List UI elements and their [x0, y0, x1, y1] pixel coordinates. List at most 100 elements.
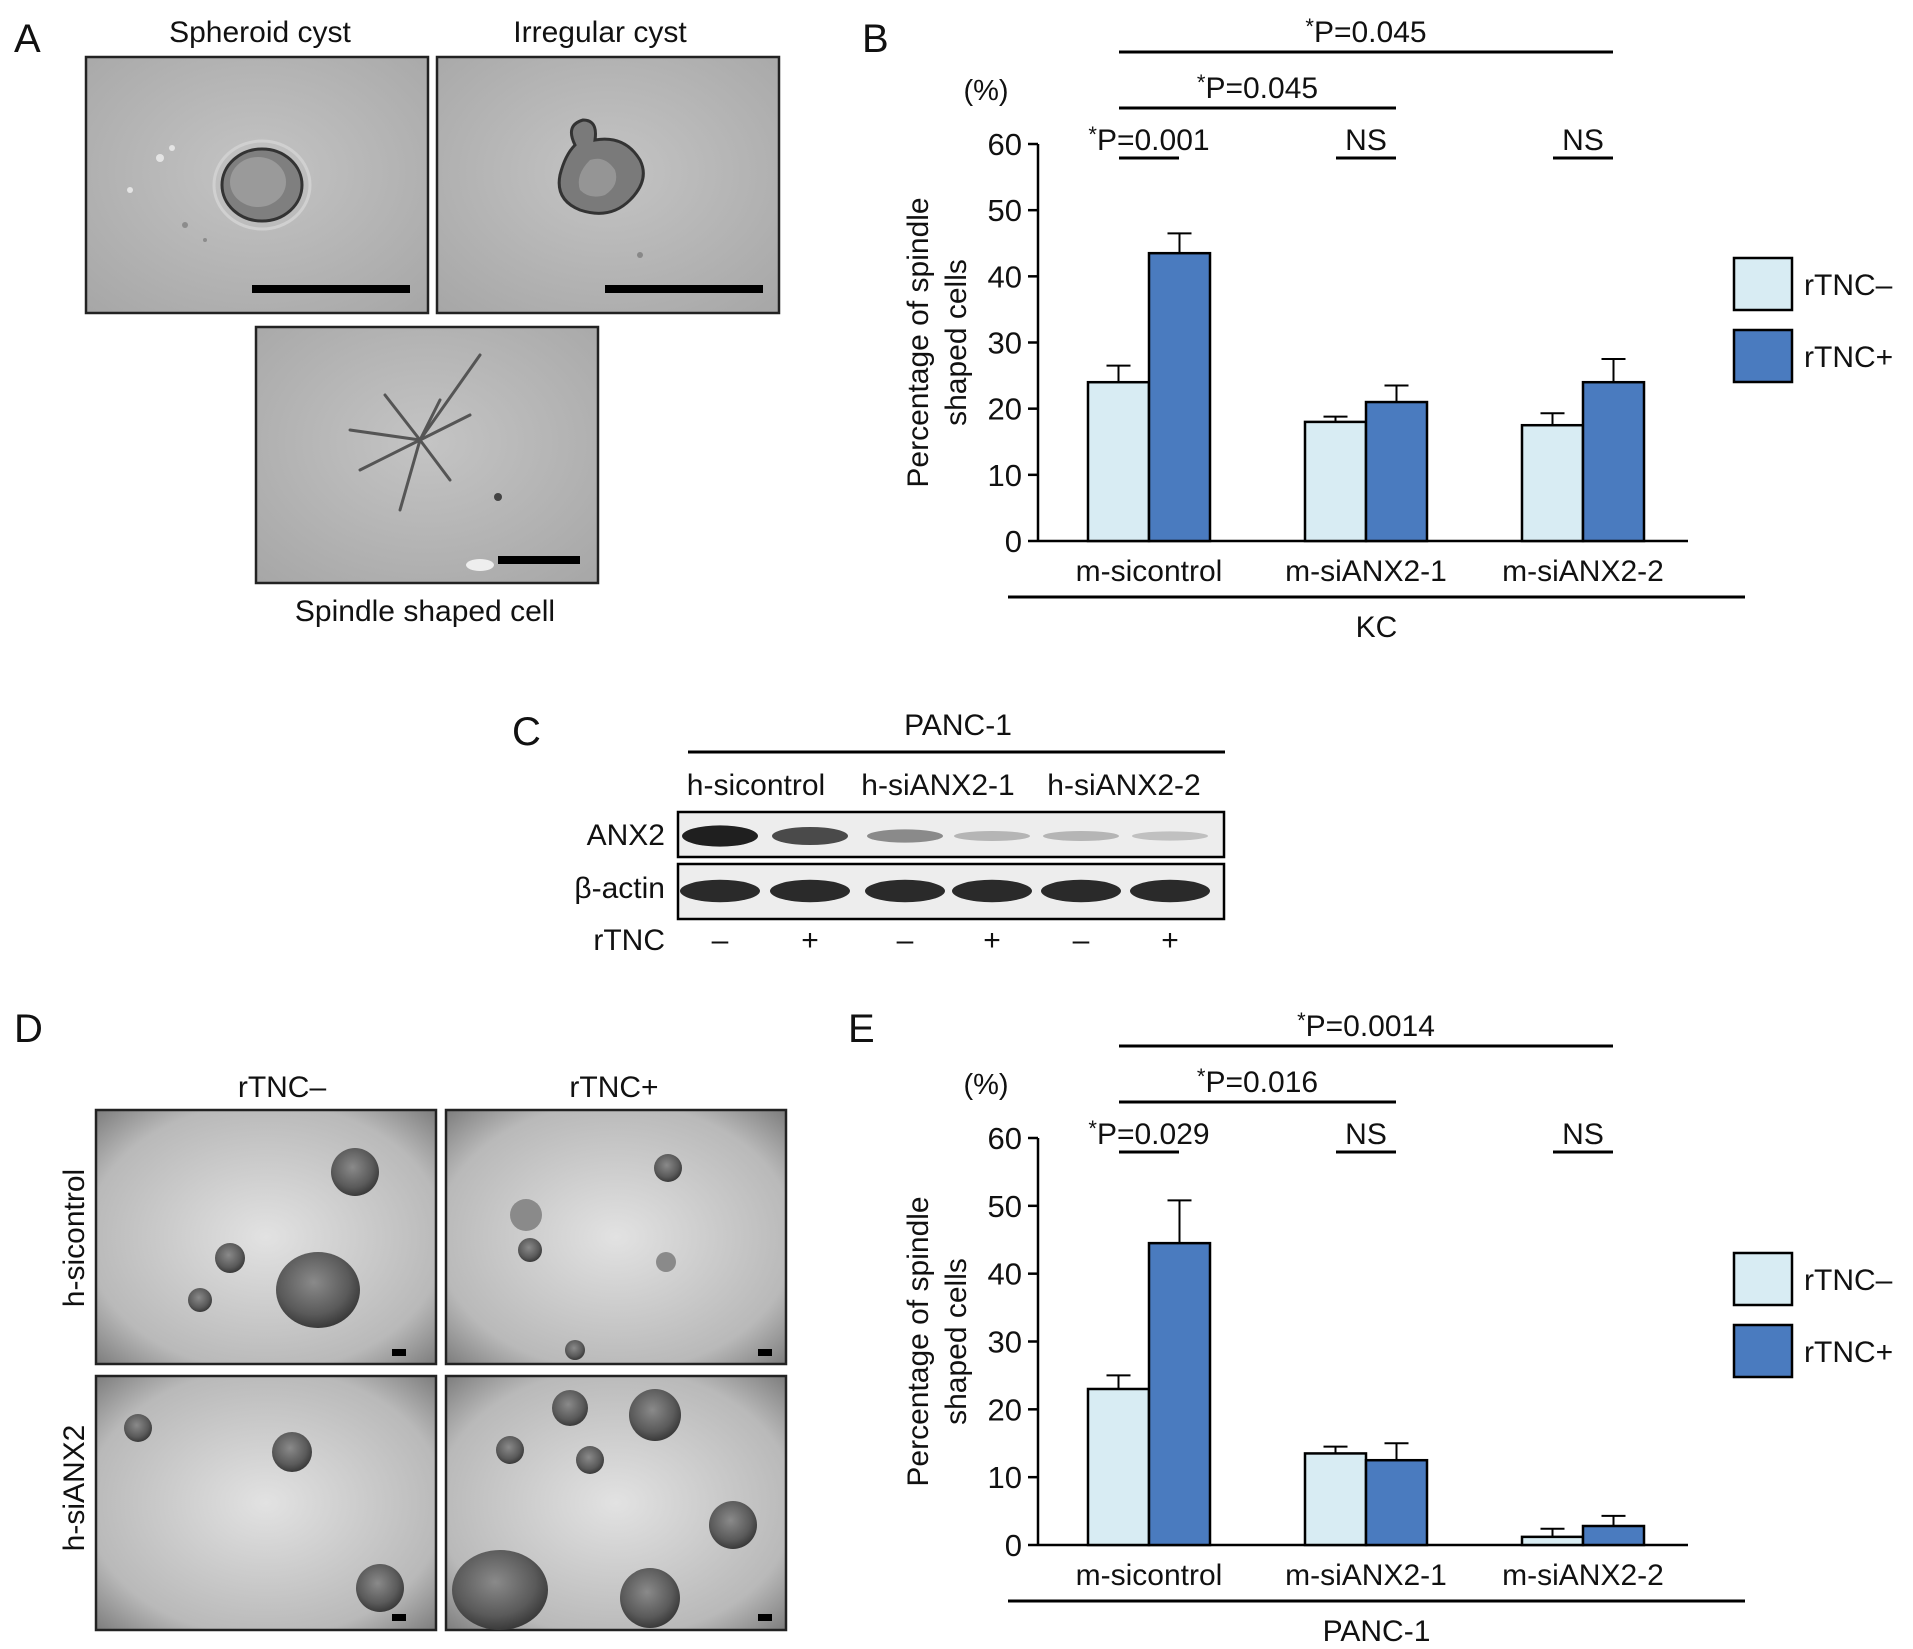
bar	[1086, 380, 1151, 543]
treatment-sign: –	[712, 924, 729, 957]
blot-bands	[680, 825, 1210, 903]
y-axis-label: shaped cells	[940, 1258, 973, 1425]
actin-band	[680, 879, 760, 903]
significance-label: *P=0.0014	[1297, 1008, 1435, 1043]
bar	[1147, 1241, 1212, 1547]
blot-treatment-signs: – + – + – +	[712, 924, 1179, 957]
blot-row-label-anx2: ANX2	[587, 819, 665, 852]
row-label-h-sicontrol: h-sicontrol	[58, 1169, 91, 1307]
y-tick-label: 0	[1005, 524, 1022, 559]
micrograph-h-sicontrol-rtnc-plus	[444, 1108, 788, 1366]
significance-label: *P=0.045	[1305, 14, 1426, 49]
treatment-sign: –	[1073, 924, 1090, 957]
scale-bar	[758, 1349, 772, 1356]
panel-d: D rTNC– rTNC+ h-sicontrol h-siANX2	[14, 1007, 788, 1632]
panel-d-letter: D	[14, 1007, 43, 1051]
legend-swatch	[1732, 1323, 1794, 1379]
y-unit-label: (%)	[963, 75, 1008, 107]
treatment-sign: +	[801, 924, 819, 957]
actin-band	[1130, 879, 1210, 903]
column-label-rtnc-minus: rTNC–	[238, 1071, 327, 1104]
legend-label: rTNC–	[1804, 269, 1893, 302]
y-unit-label: (%)	[963, 1069, 1008, 1101]
scale-bar	[605, 285, 763, 293]
actin-band	[770, 879, 850, 903]
x-tick-label: m-sicontrol	[1076, 555, 1223, 588]
y-axis-label: Percentage of spindle	[902, 1196, 935, 1486]
blot-row-label-actin: β-actin	[574, 872, 665, 905]
significance-label: NS	[1345, 1118, 1387, 1151]
significance-label: *P=0.029	[1088, 1116, 1209, 1151]
y-tick-label: 10	[988, 458, 1022, 493]
bar	[1520, 1535, 1585, 1547]
y-tick-label: 40	[988, 1257, 1022, 1292]
anx2-band	[772, 827, 848, 845]
x-tick-label: m-siANX2-1	[1285, 1559, 1447, 1592]
bar	[1086, 1387, 1151, 1547]
blot-group-label: h-siANX2-1	[861, 769, 1014, 802]
y-tick-label: 10	[988, 1460, 1022, 1495]
scale-bar	[758, 1614, 772, 1621]
y-tick-label: 30	[988, 326, 1022, 361]
spindle-cell-label: Spindle shaped cell	[295, 595, 555, 628]
actin-band	[1041, 879, 1121, 903]
significance-label: *P=0.045	[1197, 70, 1318, 105]
anx2-blot-strip	[676, 810, 1226, 859]
panel-e-letter: E	[848, 1007, 875, 1051]
legend-label: rTNC+	[1804, 1336, 1893, 1369]
y-tick-label: 60	[988, 1121, 1022, 1156]
treatment-sign: –	[897, 924, 914, 957]
scale-bar	[392, 1349, 406, 1356]
legend-label: rTNC+	[1804, 341, 1893, 374]
anx2-band	[1043, 831, 1119, 841]
scale-bar	[498, 556, 580, 564]
x-tick-label: m-sicontrol	[1076, 1559, 1223, 1592]
panel-a: A Spheroid cyst Irregular cyst	[14, 16, 781, 628]
blot-group-label: h-siANX2-2	[1047, 769, 1200, 802]
y-tick-label: 30	[988, 1325, 1022, 1360]
y-axis-label: shaped cells	[940, 259, 973, 426]
bar	[1364, 1458, 1429, 1547]
scale-bar	[392, 1614, 406, 1621]
y-tick-label: 60	[988, 127, 1022, 162]
bar	[1147, 251, 1212, 543]
actin-band	[952, 879, 1032, 903]
panel-c-letter: C	[512, 710, 541, 754]
y-tick-label: 0	[1005, 1528, 1022, 1563]
blot-cell-line-label: PANC-1	[904, 709, 1012, 742]
irregular-cyst-label: Irregular cyst	[513, 16, 687, 49]
treatment-sign: +	[1161, 924, 1179, 957]
y-tick-label: 50	[988, 193, 1022, 228]
group-label: PANC-1	[1323, 1615, 1431, 1648]
blot-group-label: h-sicontrol	[687, 769, 825, 802]
bar	[1520, 423, 1585, 543]
column-label-rtnc-plus: rTNC+	[569, 1071, 658, 1104]
panel-a-letter: A	[14, 17, 41, 61]
legend-swatch	[1732, 1251, 1794, 1307]
blot-treatment-label: rTNC	[593, 924, 665, 957]
anx2-band	[1132, 831, 1208, 841]
bar	[1303, 1452, 1368, 1547]
legend-swatch	[1732, 256, 1794, 312]
irregular-cyst-micrograph	[435, 55, 781, 315]
significance-label: *P=0.016	[1197, 1064, 1318, 1099]
spheroid-cyst-micrograph	[84, 55, 430, 315]
actin-band	[865, 879, 945, 903]
significance-label: NS	[1562, 124, 1604, 157]
significance-label: NS	[1345, 124, 1387, 157]
y-tick-label: 20	[988, 1392, 1022, 1427]
significance-label: *P=0.001	[1088, 122, 1209, 157]
anx2-band	[954, 831, 1030, 841]
bar	[1364, 400, 1429, 543]
spheroid-cyst-label: Spheroid cyst	[169, 16, 351, 49]
panel-e: E 0 10 20 30 40 50 60 (%) Percentage of spindle s…	[848, 1007, 1893, 1648]
spindle-cell-micrograph	[254, 325, 600, 585]
micrograph-h-siankx2-rtnc-minus	[94, 1374, 438, 1632]
significance-label: NS	[1562, 1118, 1604, 1151]
y-tick-label: 50	[988, 1189, 1022, 1224]
treatment-sign: +	[983, 924, 1001, 957]
row-label-h-siankx2: h-siANX2	[58, 1425, 91, 1552]
anx2-band	[682, 825, 758, 847]
y-tick-label: 40	[988, 259, 1022, 294]
